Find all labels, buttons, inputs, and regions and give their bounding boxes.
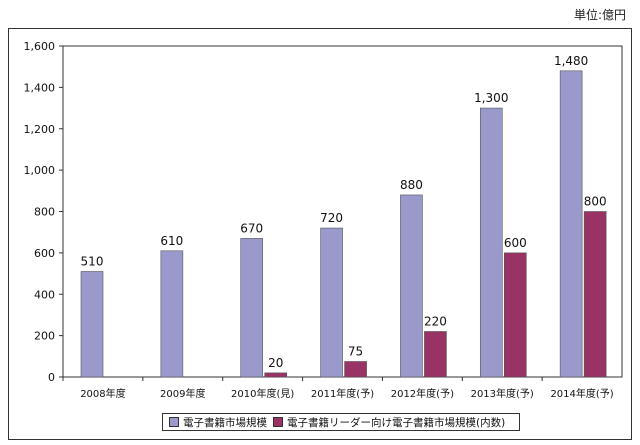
chart-frame [8, 28, 632, 440]
bar-series1 [80, 271, 104, 378]
bar-series2 [583, 211, 607, 378]
legend-label-series1: 電子書籍市場規模 [183, 416, 267, 429]
legend-swatch-series1 [169, 417, 179, 427]
bar-series2 [344, 361, 367, 378]
bar-series1 [160, 250, 184, 378]
data-label-series1: 1,300 [474, 91, 508, 105]
data-label-series1: 880 [400, 178, 423, 192]
data-label-series2: 600 [504, 236, 527, 250]
y-tick-label: 0 [48, 371, 55, 384]
data-label-series2: 20 [268, 356, 283, 370]
y-tick-label: 1,400 [24, 81, 56, 94]
x-tick-label: 2014年度(予) [550, 387, 613, 400]
legend-label-series2: 電子書籍リーダー向け電子書籍市場規模(内数) [287, 416, 506, 429]
bar-series2 [503, 252, 527, 378]
data-label-series1: 510 [81, 254, 104, 268]
unit-label: 単位:億円 [573, 8, 626, 22]
data-label-series1: 610 [160, 234, 183, 248]
legend: 電子書籍市場規模 電子書籍リーダー向け電子書籍市場規模(内数) [162, 413, 520, 431]
bar-series1 [479, 107, 503, 378]
y-tick-label: 1,000 [24, 164, 56, 177]
y-tick-label: 800 [34, 206, 55, 219]
x-tick-label: 2008年度 [80, 387, 125, 400]
data-label-series1: 670 [240, 221, 263, 235]
data-label-series2: 800 [584, 195, 607, 209]
x-tick-label: 2013年度(予) [471, 387, 534, 400]
legend-swatch-series2 [273, 417, 283, 427]
legend-item-series1: 電子書籍市場規模 [169, 415, 267, 430]
bar-series2 [264, 372, 288, 378]
y-tick-label: 1,200 [24, 123, 56, 136]
data-label-series2: 75 [348, 344, 363, 358]
x-tick-label: 2009年度 [160, 387, 205, 400]
bar-series1 [559, 70, 583, 378]
legend-item-series2: 電子書籍リーダー向け電子書籍市場規模(内数) [273, 415, 505, 430]
bar-series1 [400, 194, 423, 378]
bar-series1 [320, 227, 343, 378]
data-label-series1: 720 [320, 211, 343, 225]
bar-series1 [240, 238, 264, 378]
data-label-series1: 1,480 [554, 54, 588, 68]
x-tick-label: 2012年度(予) [391, 387, 454, 400]
data-label-series2: 220 [424, 314, 447, 328]
y-tick-label: 200 [34, 330, 55, 343]
x-tick-label: 2011年度(予) [311, 387, 374, 400]
y-tick-label: 400 [34, 288, 55, 301]
x-tick-label: 2010年度(見) [231, 387, 294, 400]
bar-series2 [424, 331, 447, 378]
y-tick-label: 1,600 [24, 40, 56, 53]
y-tick-label: 600 [34, 247, 55, 260]
